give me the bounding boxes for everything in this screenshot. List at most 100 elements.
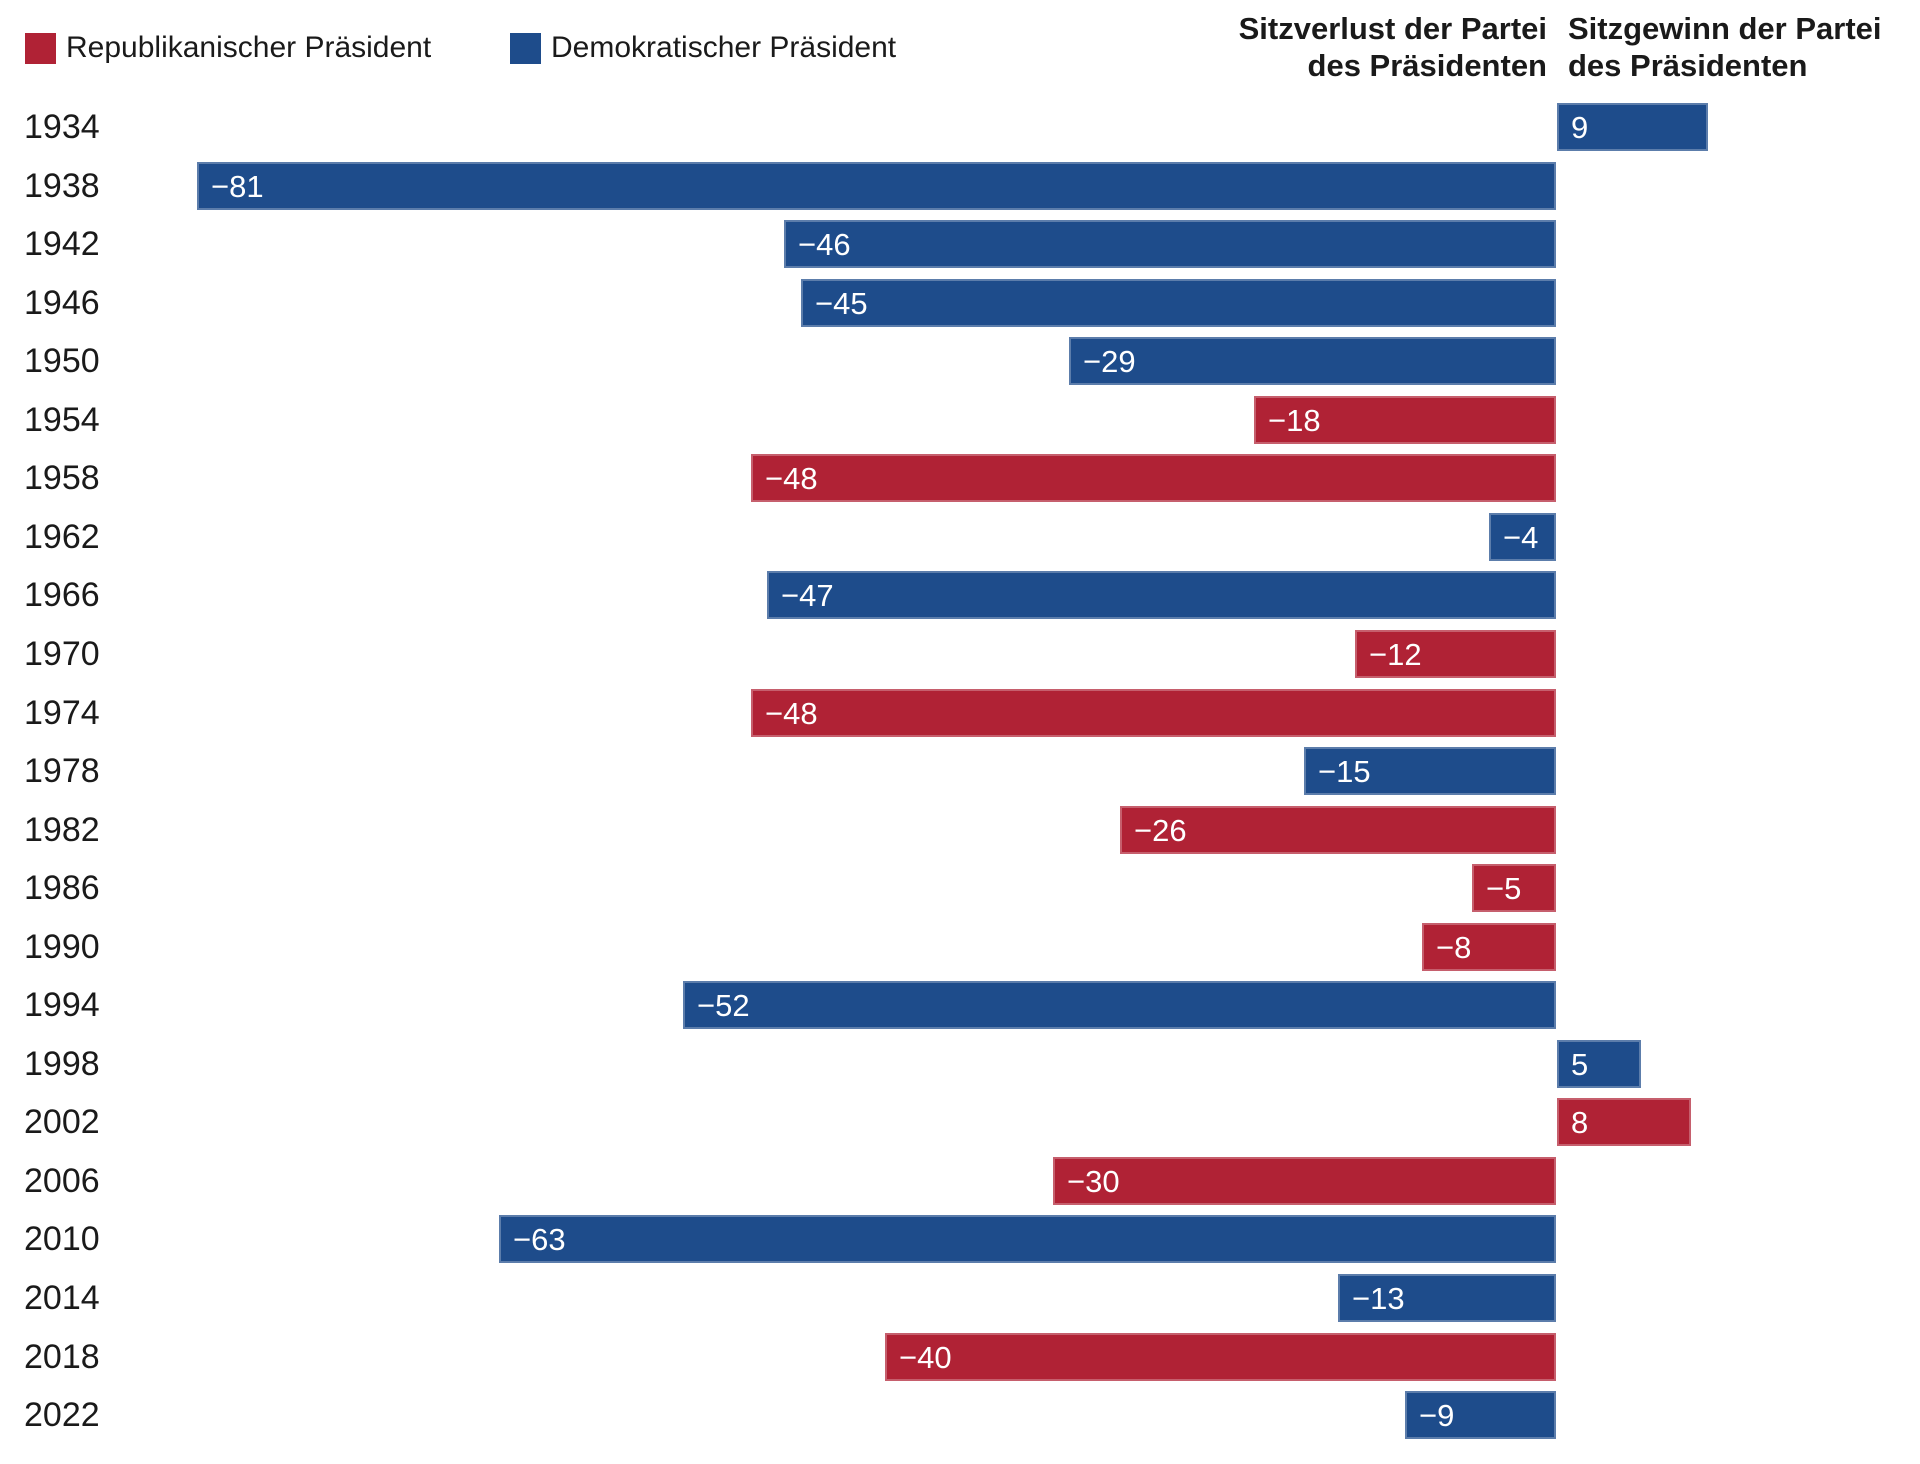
bar-row: 1954 −18 — [0, 396, 1920, 444]
bar-1962: −4 — [1489, 513, 1556, 561]
bar-1934: 9 — [1557, 103, 1708, 151]
bar-row: 2022 −9 — [0, 1391, 1920, 1439]
axis-header-seat-gain: Sitzgewinn der Partei des Präsidenten — [1568, 11, 1882, 83]
bar-row: 1990 −8 — [0, 923, 1920, 971]
bar-row: 2002 8 — [0, 1098, 1920, 1146]
year-label: 2014 — [24, 1279, 100, 1317]
bar-value-label: −48 — [765, 461, 818, 496]
bar-row: 1986 −5 — [0, 864, 1920, 912]
bar-value-label: −45 — [815, 286, 868, 321]
bar-2006: −30 — [1053, 1157, 1556, 1205]
bar-row: 2006 −30 — [0, 1157, 1920, 1205]
year-label: 1994 — [24, 986, 100, 1024]
year-label: 1950 — [24, 342, 100, 380]
bar-1954: −18 — [1254, 396, 1556, 444]
year-label: 1942 — [24, 225, 100, 263]
year-label: 1946 — [24, 284, 100, 322]
year-label: 1954 — [24, 401, 100, 439]
year-label: 1974 — [24, 694, 100, 732]
bar-2010: −63 — [499, 1215, 1556, 1263]
bar-1994: −52 — [683, 981, 1556, 1029]
bar-1982: −26 — [1120, 806, 1556, 854]
year-label: 1938 — [24, 167, 100, 205]
bar-value-label: −26 — [1134, 813, 1187, 848]
bar-2022: −9 — [1405, 1391, 1556, 1439]
bar-value-label: −63 — [513, 1222, 566, 1257]
bar-row: 2010 −63 — [0, 1215, 1920, 1263]
bar-value-label: −12 — [1369, 637, 1422, 672]
bar-value-label: −48 — [765, 696, 818, 731]
bar-row: 1982 −26 — [0, 806, 1920, 854]
bar-value-label: −81 — [211, 169, 264, 204]
bar-row: 1998 5 — [0, 1040, 1920, 1088]
bar-1970: −12 — [1355, 630, 1556, 678]
bar-1974: −48 — [751, 689, 1556, 737]
year-label: 1966 — [24, 576, 100, 614]
bar-1958: −48 — [751, 454, 1556, 502]
bar-row: 1978 −15 — [0, 747, 1920, 795]
axis-header-seat-loss: Sitzverlust der Partei des Präsidenten — [1238, 11, 1547, 83]
bar-row: 1942 −46 — [0, 220, 1920, 268]
bar-row: 1950 −29 — [0, 337, 1920, 385]
year-label: 1982 — [24, 811, 100, 849]
bar-2014: −13 — [1338, 1274, 1556, 1322]
bar-1990: −8 — [1422, 923, 1556, 971]
bar-row: 1934 9 — [0, 103, 1920, 151]
year-label: 1978 — [24, 752, 100, 790]
bar-value-label: −18 — [1268, 403, 1321, 438]
bar-2018: −40 — [885, 1333, 1556, 1381]
year-label: 1962 — [24, 518, 100, 556]
bar-row: 1970 −12 — [0, 630, 1920, 678]
bar-row: 1966 −47 — [0, 571, 1920, 619]
year-label: 2018 — [24, 1338, 100, 1376]
year-label: 2022 — [24, 1396, 100, 1434]
bar-value-label: −5 — [1486, 871, 1522, 906]
bar-value-label: −9 — [1419, 1398, 1455, 1433]
bar-value-label: 9 — [1571, 110, 1589, 145]
legend-swatch-republican-icon — [25, 32, 56, 64]
bar-row: 2014 −13 — [0, 1274, 1920, 1322]
bar-1986: −5 — [1472, 864, 1556, 912]
year-label: 1998 — [24, 1045, 100, 1083]
year-label: 2006 — [24, 1162, 100, 1200]
legend-item-democrat: Demokratischer Präsident — [510, 31, 896, 65]
year-label: 1986 — [24, 869, 100, 907]
year-label: 2010 — [24, 1220, 100, 1258]
bar-row: 1994 −52 — [0, 981, 1920, 1029]
year-label: 2002 — [24, 1103, 100, 1141]
bar-row: 2018 −40 — [0, 1333, 1920, 1381]
bar-row: 1974 −48 — [0, 689, 1920, 737]
bar-value-label: −29 — [1083, 344, 1136, 379]
legend-label-republican: Republikanischer Präsident — [66, 31, 432, 64]
bar-value-label: −30 — [1067, 1164, 1120, 1199]
bar-2002: 8 — [1557, 1098, 1691, 1146]
bar-1998: 5 — [1557, 1040, 1641, 1088]
bar-row: 1946 −45 — [0, 279, 1920, 327]
bar-value-label: 5 — [1571, 1047, 1589, 1082]
bar-value-label: 8 — [1571, 1105, 1589, 1140]
bar-value-label: −4 — [1503, 520, 1539, 555]
bar-value-label: −40 — [899, 1340, 952, 1375]
legend-label-democrat: Demokratischer Präsident — [551, 31, 897, 64]
year-label: 1970 — [24, 635, 100, 673]
bar-1946: −45 — [801, 279, 1556, 327]
legend-item-republican: Republikanischer Präsident — [25, 31, 431, 65]
bar-row: 1938 −81 — [0, 162, 1920, 210]
legend-swatch-democrat-icon — [510, 32, 541, 64]
bar-row: 1958 −48 — [0, 454, 1920, 502]
bar-value-label: −8 — [1436, 930, 1472, 965]
bar-value-label: −47 — [781, 578, 834, 613]
bar-1978: −15 — [1304, 747, 1556, 795]
bar-1938: −81 — [197, 162, 1556, 210]
bar-value-label: −46 — [798, 227, 851, 262]
bar-row: 1962 −4 — [0, 513, 1920, 561]
year-label: 1958 — [24, 459, 100, 497]
year-label: 1934 — [24, 108, 100, 146]
bar-value-label: −15 — [1318, 754, 1371, 789]
bar-value-label: −13 — [1352, 1281, 1405, 1316]
bar-1950: −29 — [1069, 337, 1556, 385]
year-label: 1990 — [24, 928, 100, 966]
bar-1966: −47 — [767, 571, 1556, 619]
bar-1942: −46 — [784, 220, 1556, 268]
